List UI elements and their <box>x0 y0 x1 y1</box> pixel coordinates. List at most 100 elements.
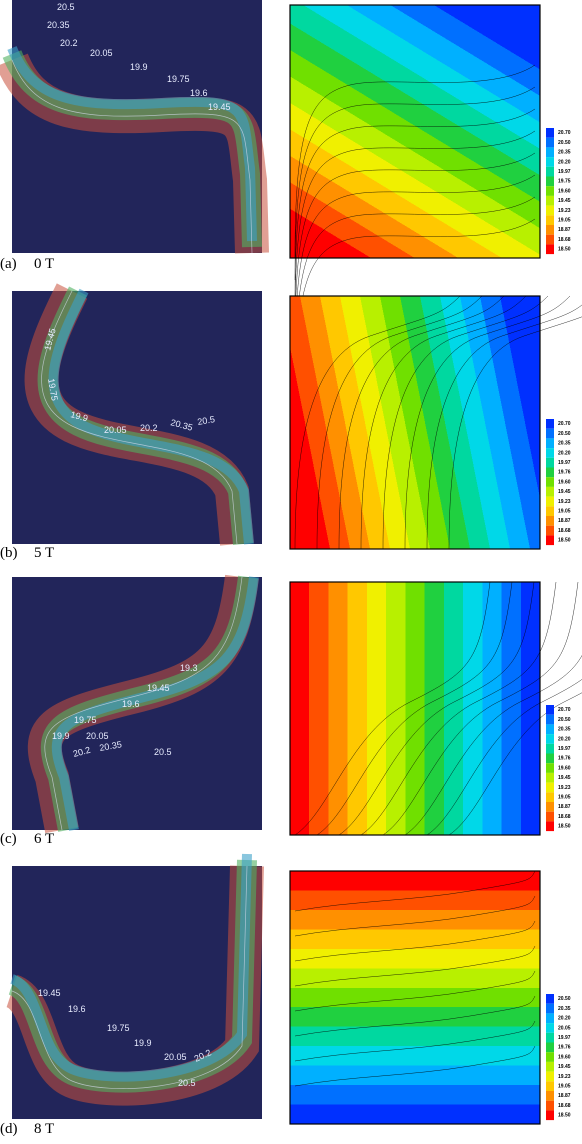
colorbar-label: 18.50 <box>558 1113 571 1119</box>
photo-contour-label: 19.6 <box>122 699 140 709</box>
colorbar-swatch <box>546 1003 554 1014</box>
contour-line <box>316 295 483 550</box>
colorbar-label: 19.23 <box>558 499 571 505</box>
photo-contour-label: 19.45 <box>38 988 61 998</box>
contour-line <box>294 64 536 259</box>
colorbar-swatch <box>546 467 554 478</box>
caption-letter: (c) <box>0 831 17 847</box>
photo-contour-label: 20.2 <box>140 423 158 433</box>
colorbar-label: 20.50 <box>558 431 571 437</box>
contour-line <box>294 108 536 303</box>
contour-frame <box>289 4 541 259</box>
contour-line <box>294 1045 536 1087</box>
photo-contour-label: 19.9 <box>130 62 148 72</box>
caption-field: 8 T <box>34 1121 54 1137</box>
colorbar-swatch <box>546 428 554 439</box>
photo-contour-label: 20.5 <box>57 2 75 12</box>
colorbar-label: 20.35 <box>558 150 571 156</box>
colorbar-swatch <box>546 516 554 526</box>
colorbar-swatch <box>546 157 554 167</box>
colorbar-swatch <box>546 234 554 245</box>
colorbar-label: 19.60 <box>558 188 571 194</box>
colorbar-label: 20.35 <box>558 1006 571 1012</box>
photo-contour-label: 20.35 <box>99 739 123 753</box>
photo-contour-label: 20.5 <box>178 1078 196 1088</box>
contour-line <box>294 920 536 962</box>
colorbar-swatch <box>546 782 554 793</box>
contour-line <box>294 995 536 1037</box>
photo-contour-label: 20.5 <box>197 414 216 427</box>
colorbar-label: 20.50 <box>558 996 571 1002</box>
colorbar-swatch <box>546 994 554 1004</box>
contour-line <box>382 295 549 550</box>
colorbar-label: 18.68 <box>558 1103 571 1109</box>
contour-line <box>338 295 505 550</box>
colorbar-label: 20.50 <box>558 140 571 146</box>
colorbar-swatch <box>546 195 554 206</box>
photo-band <box>7 46 257 242</box>
contour-plot <box>289 870 541 1125</box>
colorbar-swatch <box>546 1100 554 1111</box>
photo-band <box>48 288 254 545</box>
colorbar-label: 18.50 <box>558 247 571 253</box>
contour-plot <box>289 581 582 836</box>
colorbar-swatch <box>546 244 554 255</box>
colorbar-label: 18.87 <box>558 227 571 233</box>
colorbar-label: 19.60 <box>558 1054 571 1060</box>
contour-line <box>294 130 536 325</box>
colorbar-label: 18.87 <box>558 804 571 810</box>
contour-line <box>426 678 582 836</box>
photo-contour-label: 19.6 <box>190 88 208 98</box>
colorbar-label: 19.23 <box>558 1074 571 1080</box>
photo-contour-label: 19.75 <box>167 74 190 84</box>
colorbar-label: 19.45 <box>558 775 571 781</box>
colorbar-label: 19.05 <box>558 508 571 514</box>
photo-contour-label: 19.75 <box>74 715 97 725</box>
colorbar-label: 20.35 <box>558 441 571 447</box>
colorbar-swatch <box>546 1023 554 1033</box>
colorbar-label: 20.50 <box>558 717 571 723</box>
photo-contour-label: 19.45 <box>147 683 170 693</box>
contour-line <box>294 1020 536 1062</box>
colorbar-label: 19.97 <box>558 1035 571 1041</box>
colorbar-label: 18.50 <box>558 824 571 830</box>
photo-contour-label: 20.2 <box>60 38 78 48</box>
colorbar-swatch <box>546 821 554 832</box>
contour-line <box>294 295 461 550</box>
photo-contour-label: 19.3 <box>180 663 198 673</box>
colorbar-swatch <box>546 1013 554 1024</box>
photo-contour-label: 20.35 <box>47 20 70 30</box>
colorbar-swatch <box>546 205 554 216</box>
panel: 19.45 19.75 19.9 20.05 20.2 20.35 20.5 20.70 20.… <box>12 283 582 550</box>
colorbar-label: 20.20 <box>558 736 571 742</box>
colorbar-swatch <box>546 215 554 225</box>
colorbar-label: 19.76 <box>558 1045 571 1051</box>
colorbar-label: 19.45 <box>558 1064 571 1070</box>
caption-field: 5 T <box>34 545 54 561</box>
caption-letter: (d) <box>0 1121 18 1137</box>
contour-field <box>290 582 540 835</box>
colorbar-swatch <box>546 477 554 487</box>
colorbar-label: 19.75 <box>558 179 571 185</box>
photo-contour-label: 20.2 <box>72 745 92 759</box>
photo-contour-label: 20.05 <box>90 48 113 58</box>
colorbar-swatch <box>546 1081 554 1091</box>
contour-line <box>294 581 491 836</box>
caption-letter: (a) <box>0 256 17 272</box>
photo-contour-label: 19.45 <box>208 102 231 112</box>
colorbar-swatch <box>546 496 554 507</box>
photo-contour <box>11 865 248 1089</box>
photo-contour-label: 19.9 <box>69 409 89 423</box>
contour-line <box>404 654 582 836</box>
colorbar-swatch <box>546 506 554 516</box>
colorbar-label: 20.20 <box>558 1016 571 1022</box>
contour-line <box>316 581 513 836</box>
contour-line <box>294 86 536 281</box>
colorbar-swatch <box>546 1091 554 1101</box>
colorbar-swatch <box>546 176 554 187</box>
photo-band <box>51 576 259 831</box>
colorbar-label: 18.68 <box>558 237 571 243</box>
